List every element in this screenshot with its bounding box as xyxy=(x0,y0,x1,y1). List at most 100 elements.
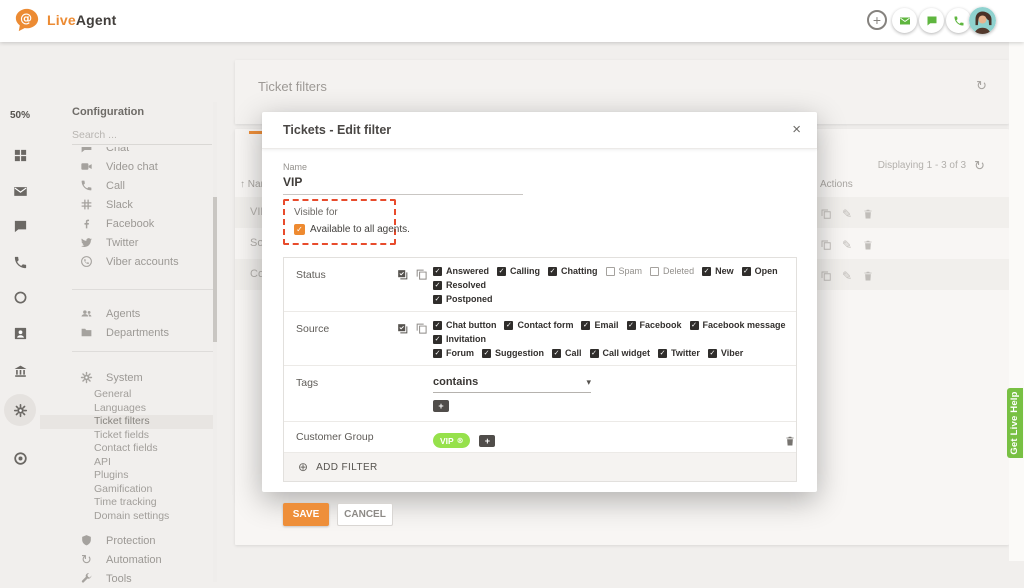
config-item-agents[interactable]: Agents xyxy=(40,304,225,323)
remove-icon[interactable]: ⊗ xyxy=(456,436,464,445)
copy-row-button[interactable] xyxy=(820,270,832,282)
filter-option-facebook[interactable]: ✓ Facebook xyxy=(626,320,682,330)
filter-option-postponed[interactable]: ✓ Postponed xyxy=(433,294,493,304)
rail-item-chat[interactable] xyxy=(0,211,40,241)
name-column-header[interactable]: ↑ Name xyxy=(240,179,274,190)
delete-row-button[interactable] xyxy=(862,208,874,220)
config-subitem-time-tracking[interactable]: Time tracking xyxy=(94,496,157,508)
filter-option-resolved[interactable]: ✓ Resolved xyxy=(433,280,486,290)
filter-option-deleted[interactable]: Deleted xyxy=(650,266,694,276)
filter-option-email[interactable]: ✓ Email xyxy=(581,320,619,330)
rail-item-grid[interactable] xyxy=(0,140,40,170)
config-subitem-api[interactable]: API xyxy=(94,455,111,468)
rail-item-call[interactable] xyxy=(0,247,40,277)
config-subitem-languages[interactable]: Languages xyxy=(94,401,146,414)
add-group-button[interactable]: + xyxy=(479,434,496,447)
rail-item-badge[interactable] xyxy=(0,318,40,348)
new-chat-button[interactable] xyxy=(919,8,944,33)
config-item-twitter[interactable]: Twitter xyxy=(40,233,225,252)
filter-option-calling[interactable]: ✓ Calling xyxy=(497,266,540,276)
close-icon[interactable]: × xyxy=(792,121,801,138)
edit-row-button[interactable]: ✎ xyxy=(842,267,852,285)
name-input[interactable]: VIP xyxy=(283,175,523,195)
filter-option-invitation[interactable]: ✓ Invitation xyxy=(433,334,486,344)
add-new-button[interactable]: + xyxy=(867,10,887,30)
delete-condition-button[interactable] xyxy=(784,435,796,447)
add-filter-button[interactable]: ⊕ ADD FILTER xyxy=(284,453,796,481)
select-all-icon[interactable] xyxy=(396,268,409,281)
search-input[interactable] xyxy=(72,126,212,145)
menu-item-label: Chat xyxy=(106,147,130,154)
config-subitem-plugins[interactable]: Plugins xyxy=(94,469,129,481)
checkbox-checked-icon: ✓ xyxy=(433,280,442,290)
rail-item-target[interactable] xyxy=(0,443,40,473)
copy-icon[interactable] xyxy=(415,268,428,281)
new-call-button[interactable] xyxy=(946,8,971,33)
filter-option-call[interactable]: ✓ Call xyxy=(552,348,582,358)
rail-item-bank[interactable] xyxy=(0,356,40,386)
filter-option-call-widget[interactable]: ✓ Call widget xyxy=(589,348,650,358)
filter-option-open[interactable]: ✓ Open xyxy=(741,266,778,276)
config-item-call[interactable]: Call xyxy=(40,176,225,195)
copy-row-button[interactable] xyxy=(820,239,832,251)
copy-row-button[interactable] xyxy=(820,208,832,220)
save-button[interactable]: SAVE xyxy=(283,503,329,526)
edit-row-button[interactable]: ✎ xyxy=(842,205,852,223)
config-scrollbar-thumb[interactable] xyxy=(213,197,217,342)
refresh-icon[interactable]: ↻ xyxy=(974,158,985,173)
cancel-button[interactable]: CANCEL xyxy=(337,503,393,526)
copy-icon[interactable] xyxy=(415,322,428,335)
delete-row-button[interactable] xyxy=(862,239,874,251)
copy-icon xyxy=(820,208,832,220)
filter-option-suggestion[interactable]: ✓ Suggestion xyxy=(482,348,544,358)
edit-row-button[interactable]: ✎ xyxy=(842,236,852,254)
filter-option-chatting[interactable]: ✓ Chatting xyxy=(548,266,598,276)
filter-option-contact-form[interactable]: ✓ Contact form xyxy=(504,320,573,330)
config-item-departments[interactable]: Departments xyxy=(40,323,225,342)
checkbox-checked-icon: ✓ xyxy=(589,348,599,358)
filter-option-chat-button[interactable]: ✓ Chat button xyxy=(433,320,496,330)
filter-option-viber[interactable]: ✓ Viber xyxy=(707,348,743,358)
checkbox-checked-icon: ✓ xyxy=(433,348,442,358)
filter-option-facebook-message[interactable]: ✓ Facebook message xyxy=(689,320,786,330)
config-item-viber-accounts[interactable]: Viber accounts xyxy=(40,252,225,271)
user-avatar[interactable] xyxy=(969,7,996,34)
vip-group-pill[interactable]: VIP ⊗ xyxy=(433,433,471,448)
config-item-chat[interactable]: Chat xyxy=(40,147,225,157)
customer-group-values: VIP ⊗ + xyxy=(433,422,796,452)
config-item-tools[interactable]: Tools xyxy=(40,569,225,588)
refresh-icon[interactable]: ↻ xyxy=(976,78,987,93)
config-subitem-general[interactable]: General xyxy=(94,388,132,400)
filter-option-new[interactable]: ✓ New xyxy=(702,266,734,276)
rail-item-gear[interactable] xyxy=(0,394,40,426)
config-item-video-chat[interactable]: Video chat xyxy=(40,157,225,176)
config-subitem-contact-fields[interactable]: Contact fields xyxy=(94,442,158,454)
config-item-slack[interactable]: Slack xyxy=(40,195,225,214)
tags-operator-select[interactable]: contains ▾ xyxy=(433,376,591,393)
config-item-protection[interactable]: Protection xyxy=(40,531,225,550)
config-item-automation[interactable]: ↻ Automation xyxy=(40,550,225,569)
condition-row-status: Status ✓ Answered ✓ Calling ✓ Chatting Spam Del… xyxy=(284,258,796,312)
filter-option-answered[interactable]: ✓ Answered xyxy=(433,266,489,276)
select-all-icon[interactable] xyxy=(396,322,409,335)
config-subitem-ticket-filters[interactable]: Ticket filters xyxy=(40,415,213,429)
trash-icon xyxy=(862,239,874,251)
config-subitem-ticket-fields[interactable]: Ticket fields xyxy=(94,428,150,441)
config-item-facebook[interactable]: Facebook xyxy=(40,214,225,233)
add-tag-button[interactable]: + xyxy=(433,400,449,412)
config-subitem-domain-settings[interactable]: Domain settings xyxy=(94,509,170,522)
config-item-system[interactable]: System xyxy=(40,368,225,387)
get-live-help-tab[interactable]: Get Live Help xyxy=(1007,388,1023,458)
add-filter-label: ADD FILTER xyxy=(316,461,378,473)
new-ticket-button[interactable] xyxy=(892,8,917,33)
available-to-all-agents-checkbox[interactable]: ✓ Available to all agents. xyxy=(294,224,410,235)
rail-item-mail[interactable] xyxy=(0,176,40,206)
liveagent-logo[interactable]: @ LiveAgent xyxy=(14,8,117,32)
filter-option-spam[interactable]: Spam xyxy=(605,266,642,276)
filter-option-forum[interactable]: ✓ Forum xyxy=(433,348,474,358)
filter-option-twitter[interactable]: ✓ Twitter xyxy=(658,348,700,358)
delete-row-button[interactable] xyxy=(862,270,874,282)
config-subitem-gamification[interactable]: Gamification xyxy=(94,482,153,495)
rail-item-ring[interactable] xyxy=(0,282,40,312)
option-label: Postponed xyxy=(446,294,493,304)
